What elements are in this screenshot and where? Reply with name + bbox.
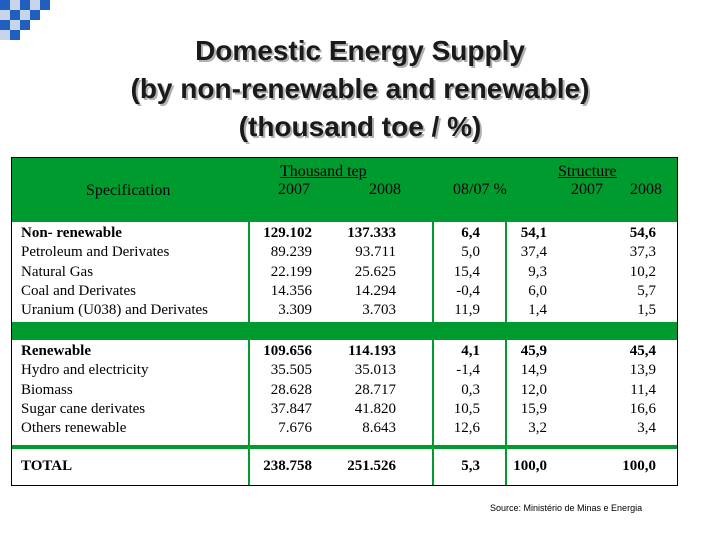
value-2007: 35.505 [270, 362, 312, 379]
value-2008: 35.013 [354, 362, 396, 379]
row-label: Non- renewable [21, 225, 122, 241]
row-label: Hydro and electricity [21, 362, 149, 379]
row-label: Biomass [21, 381, 73, 398]
row-label: Natural Gas [21, 263, 94, 280]
structure-2008: 100,0 [622, 458, 656, 474]
structure-2008: 16,6 [629, 400, 656, 417]
header-thousand-tep: Thousand tep [280, 163, 367, 180]
row-label: Sugar cane derivates [21, 400, 146, 417]
structure-2007: 54,1 [520, 225, 547, 241]
change-percent: 0,3 [461, 381, 480, 398]
value-2008: 251.526 [347, 458, 396, 474]
value-2008: 114.193 [348, 343, 396, 359]
value-2008: 14.294 [354, 282, 396, 299]
row-label: Others renewable [21, 420, 127, 437]
structure-2007: 37,4 [520, 244, 547, 261]
structure-2008: 3,4 [637, 420, 656, 437]
structure-2007: 45,9 [520, 343, 547, 359]
structure-2007: 3,2 [528, 420, 547, 437]
value-2008: 25.625 [354, 263, 396, 280]
change-percent: -1,4 [456, 362, 480, 379]
source-note: Source: Ministério de Minas e Energia [490, 503, 643, 513]
value-2008: 8.643 [362, 420, 396, 437]
column-divider [432, 158, 434, 485]
value-2008: 93.711 [355, 244, 396, 261]
title-line-3: (thousand toe / %) [238, 111, 482, 142]
energy-supply-table: Specification Thousand tep 2007 2008 08/… [11, 157, 678, 486]
slide-title: Domestic Energy Supply (by non-renewable… [0, 32, 720, 146]
header-year-2007: 2007 [278, 181, 310, 198]
change-percent: 12,6 [453, 420, 480, 437]
table-header-band [12, 158, 677, 222]
header-change: 08/07 % [453, 181, 507, 198]
value-2008: 137.333 [347, 225, 396, 241]
structure-2008: 54,6 [629, 225, 656, 241]
structure-2008: 5,7 [637, 282, 656, 299]
header-year-2008: 2008 [369, 181, 401, 198]
structure-2008: 10,2 [629, 263, 656, 280]
row-label: Uranium (U038) and Derivates [21, 302, 209, 319]
change-percent: 15,4 [453, 263, 480, 280]
value-2007: 37.847 [270, 400, 312, 417]
value-2008: 41.820 [354, 400, 396, 417]
value-2007: 89.239 [270, 244, 312, 261]
structure-2007: 6,0 [528, 282, 547, 299]
value-2007: 22.199 [270, 263, 312, 280]
value-2007: 14.356 [270, 282, 312, 299]
change-percent: -0,4 [456, 282, 480, 299]
change-percent: 11,9 [454, 302, 480, 319]
row-label: Coal and Derivates [21, 282, 136, 299]
value-2007: 238.758 [263, 458, 312, 474]
structure-2008: 1,5 [637, 302, 656, 319]
total-divider [12, 445, 677, 449]
value-2007: 129.102 [263, 225, 312, 241]
structure-2007: 15,9 [520, 400, 547, 417]
value-2007: 28.628 [270, 381, 312, 398]
structure-2007: 12,0 [520, 381, 547, 398]
structure-2007: 100,0 [513, 458, 547, 474]
title-line-2: (by non-renewable and renewable) [130, 73, 590, 104]
structure-2008: 37,3 [629, 244, 656, 261]
change-percent: 5,0 [461, 244, 480, 261]
header-structure-2008: 2008 [630, 181, 662, 198]
row-label: Petroleum and Derivates [21, 244, 170, 261]
structure-2007: 14,9 [520, 362, 547, 379]
row-label: TOTAL [21, 458, 73, 474]
structure-2007: 1,4 [528, 302, 547, 319]
header-structure-2007: 2007 [571, 181, 603, 198]
structure-2008: 13,9 [629, 362, 656, 379]
change-percent: 6,4 [461, 225, 480, 241]
column-divider [505, 158, 507, 485]
corner-decoration [0, 0, 60, 40]
structure-2008: 45,4 [629, 343, 656, 359]
section-divider [12, 322, 677, 340]
row-label: Renewable [21, 343, 91, 359]
title-line-1: Domestic Energy Supply [195, 35, 525, 66]
change-percent: 10,5 [453, 400, 480, 417]
value-2008: 3.703 [362, 302, 396, 319]
change-percent: 4,1 [461, 343, 480, 359]
change-percent: 5,3 [461, 458, 480, 474]
header-structure: Structure [558, 163, 617, 180]
value-2007: 3.309 [278, 302, 312, 319]
structure-2007: 9,3 [528, 263, 547, 280]
structure-2008: 11,4 [630, 381, 656, 398]
value-2007: 7.676 [278, 420, 312, 437]
value-2008: 28.717 [354, 381, 396, 398]
column-divider [248, 158, 250, 485]
header-specification: Specification [86, 182, 171, 199]
value-2007: 109.656 [263, 343, 312, 359]
